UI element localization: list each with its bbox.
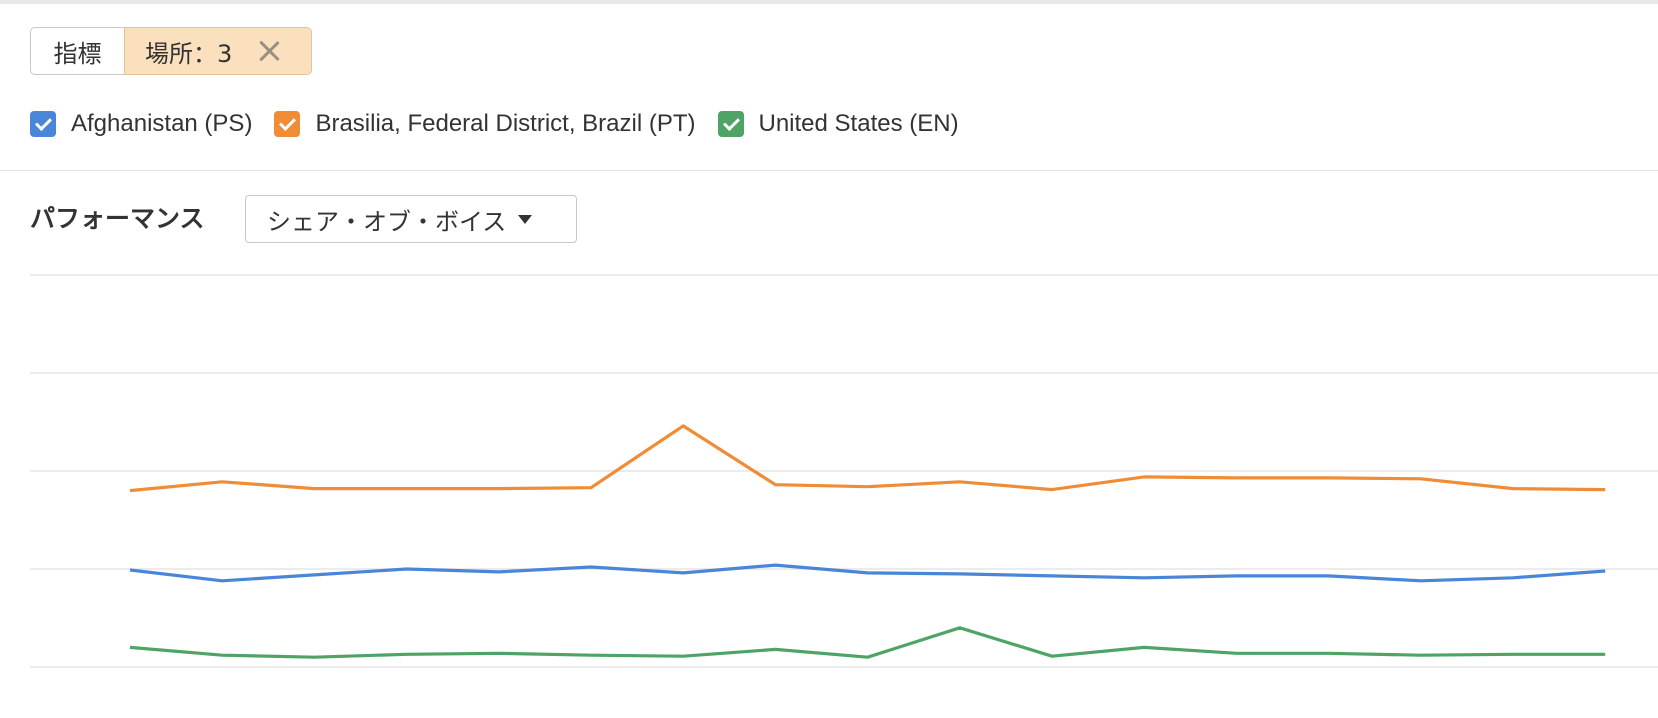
filter-bar: 指標 場所：3 — [30, 27, 312, 75]
metric-filter-label: 指標 — [53, 39, 102, 68]
chart-series — [129, 424, 1606, 659]
close-icon[interactable] — [258, 40, 280, 62]
legend-item-afghanistan[interactable]: Afghanistan (PS) — [30, 110, 252, 138]
checkbox-checked-icon[interactable] — [30, 111, 56, 137]
top-border — [0, 0, 1658, 4]
legend-item-united-states[interactable]: United States (EN) — [717, 110, 959, 138]
metric-filter-button[interactable]: 指標 — [30, 27, 124, 75]
checkbox-checked-icon[interactable] — [274, 111, 301, 137]
series-line-brasilia[interactable] — [129, 424, 1606, 493]
series-line-united_states[interactable] — [129, 626, 1606, 659]
legend-item-brasilia[interactable]: Brasilia, Federal District, Brazil (PT) — [274, 110, 696, 138]
performance-title: パフォーマンス — [30, 204, 205, 233]
chart-grid — [30, 274, 1658, 668]
legend-label: United States (EN) — [758, 110, 959, 137]
checkbox-checked-icon[interactable] — [717, 111, 744, 137]
caret-down-icon — [518, 214, 533, 224]
legend-label: Brasilia, Federal District, Brazil (PT) — [315, 110, 696, 137]
section-divider — [0, 170, 1658, 171]
metric-dropdown-value: シェア・オブ・ボイス — [267, 207, 507, 236]
series-legend: Afghanistan (PS) Brasilia, Federal Distr… — [30, 106, 981, 142]
series-line-afghanistan[interactable] — [129, 563, 1606, 583]
location-filter-chip[interactable]: 場所：3 — [124, 27, 312, 75]
legend-label: Afghanistan (PS) — [71, 110, 253, 137]
performance-line-chart — [30, 274, 1658, 668]
metric-dropdown[interactable]: シェア・オブ・ボイス — [245, 195, 577, 243]
location-filter-label: 場所：3 — [145, 39, 233, 68]
